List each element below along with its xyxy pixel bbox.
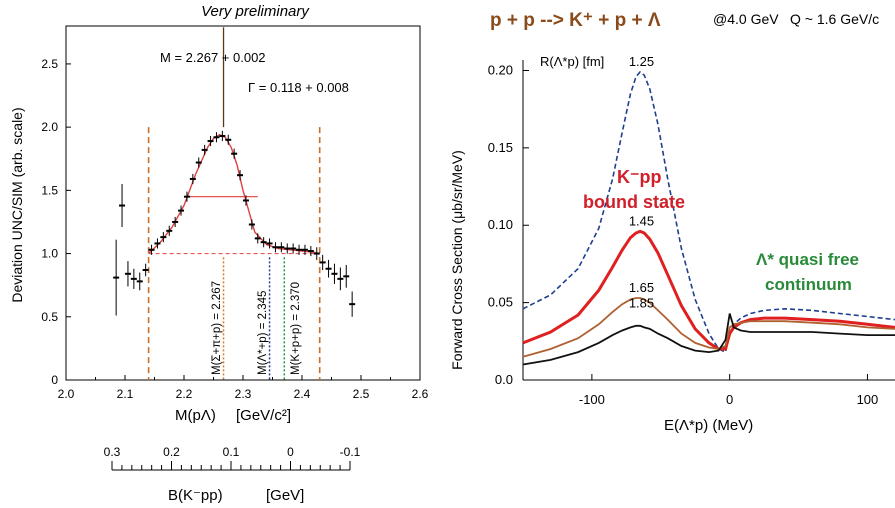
left-y-tick-label: 0 — [51, 373, 58, 387]
left-y-ticks: 0 0.5 1.0 1.5 2.0 2.5 — [41, 57, 71, 387]
secondary-tick-label: 0.2 — [163, 445, 180, 459]
left-x-tick-label: 2.6 — [412, 387, 429, 401]
left-x-axis-label: M(pΛ) — [175, 407, 216, 424]
right-x-axis-label: E(Λ*p) (MeV) — [664, 417, 753, 434]
series-label: 1.25 — [629, 54, 654, 69]
left-y-tick-label: 0.5 — [41, 310, 58, 324]
left-width-annotation: Γ = 0.118 + 0.008 — [248, 80, 349, 95]
right-x-ticks: -100 0 100 — [579, 374, 878, 407]
left-y-axis-label: Deviation UNC/SIM (arb. scale) — [9, 107, 25, 302]
right-chart: p + p --> K⁺ + p + Λ @4.0 GeV Q ~ 1.6 Ge… — [449, 10, 895, 434]
secondary-tick-label: 0 — [287, 445, 294, 459]
quasi-free-label: Λ* quasi free — [756, 250, 859, 269]
left-x-tick-label: 2.1 — [117, 387, 134, 401]
right-y-tick-label: 0.20 — [488, 62, 513, 77]
right-title-reaction: p + p --> K⁺ + p + Λ — [490, 10, 661, 31]
right-x-tick-label: 100 — [857, 392, 879, 407]
left-y-tick-label: 2.5 — [41, 57, 58, 71]
series-label: 1.45 — [629, 213, 654, 228]
series-labels: 1.25 1.45 1.651.85 — [629, 54, 654, 310]
left-vline-label-1: M(Σ+π+p) = 2.267 — [211, 281, 223, 375]
left-y-tick-label: 2.0 — [41, 120, 58, 134]
left-x-tick-label: 2.5 — [353, 387, 370, 401]
right-y-tick-label: 0.15 — [488, 140, 513, 155]
series-line — [522, 313, 895, 366]
right-y-tick-label: 0.10 — [488, 217, 513, 232]
right-x-tick-label: 0 — [726, 392, 733, 407]
left-plot-frame — [65, 25, 421, 381]
left-chart: Very preliminary 2.0 2.1 2.2 2.3 2.4 2.5 2.6 0… — [9, 3, 429, 504]
left-x-axis-unit: [GeV/c²] — [236, 407, 291, 424]
left-title: Very preliminary — [201, 3, 310, 20]
bound-state-label: K⁻pp — [617, 167, 662, 187]
secondary-axis-label: B(K⁻pp) — [168, 487, 223, 504]
series-label: 1.65 — [629, 280, 654, 295]
right-title-energy: @4.0 GeV — [713, 11, 779, 27]
right-y-ticks: 0.0 0.05 0.10 0.15 0.20 — [488, 62, 529, 387]
left-y-tick-label: 1.5 — [41, 183, 58, 197]
left-x-tick-label: 2.2 — [176, 387, 193, 401]
secondary-tick-label: 0.1 — [223, 445, 240, 459]
right-series — [522, 70, 895, 366]
left-y-tick-label: 1.0 — [41, 247, 58, 261]
series-line — [522, 297, 895, 358]
secondary-axis: 0.3 0.2 0.1 0 -0.1 — [104, 445, 361, 471]
left-x-ticks: 2.0 2.1 2.2 2.3 2.4 2.5 2.6 — [58, 375, 429, 401]
quasi-free-label-2: continuum — [765, 275, 852, 294]
secondary-tick-label: -0.1 — [340, 445, 361, 459]
left-data-points — [113, 130, 356, 317]
left-mass-annotation: M = 2.267 + 0.002 — [160, 50, 266, 65]
fit-curve — [148, 133, 320, 255]
left-lines — [147, 27, 321, 380]
left-x-tick-label: 2.4 — [294, 387, 311, 401]
secondary-tick-label: 0.3 — [104, 445, 121, 459]
right-title-q: Q ~ 1.6 GeV/c — [790, 11, 879, 27]
radius-header: R(Λ*p) [fm] — [540, 54, 604, 69]
right-y-tick-label: 0.05 — [488, 295, 513, 310]
secondary-axis-unit: [GeV] — [266, 487, 304, 504]
bound-state-label-2: bound state — [583, 192, 685, 212]
right-y-axis-label: Forward Cross Section (μb/sr/MeV) — [449, 150, 465, 370]
right-x-tick-label: -100 — [579, 392, 605, 407]
series-line — [522, 229, 895, 351]
left-vline-label-2: M(Λ*+p) = 2.345 — [257, 291, 269, 375]
series-label: 1.85 — [629, 295, 654, 310]
left-x-tick-label: 2.0 — [58, 387, 75, 401]
left-vline-label-3: M(K+p+p) = 2.370 — [290, 282, 302, 375]
left-x-tick-label: 2.3 — [235, 387, 252, 401]
series-line — [522, 70, 895, 354]
right-y-tick-label: 0.0 — [495, 372, 513, 387]
